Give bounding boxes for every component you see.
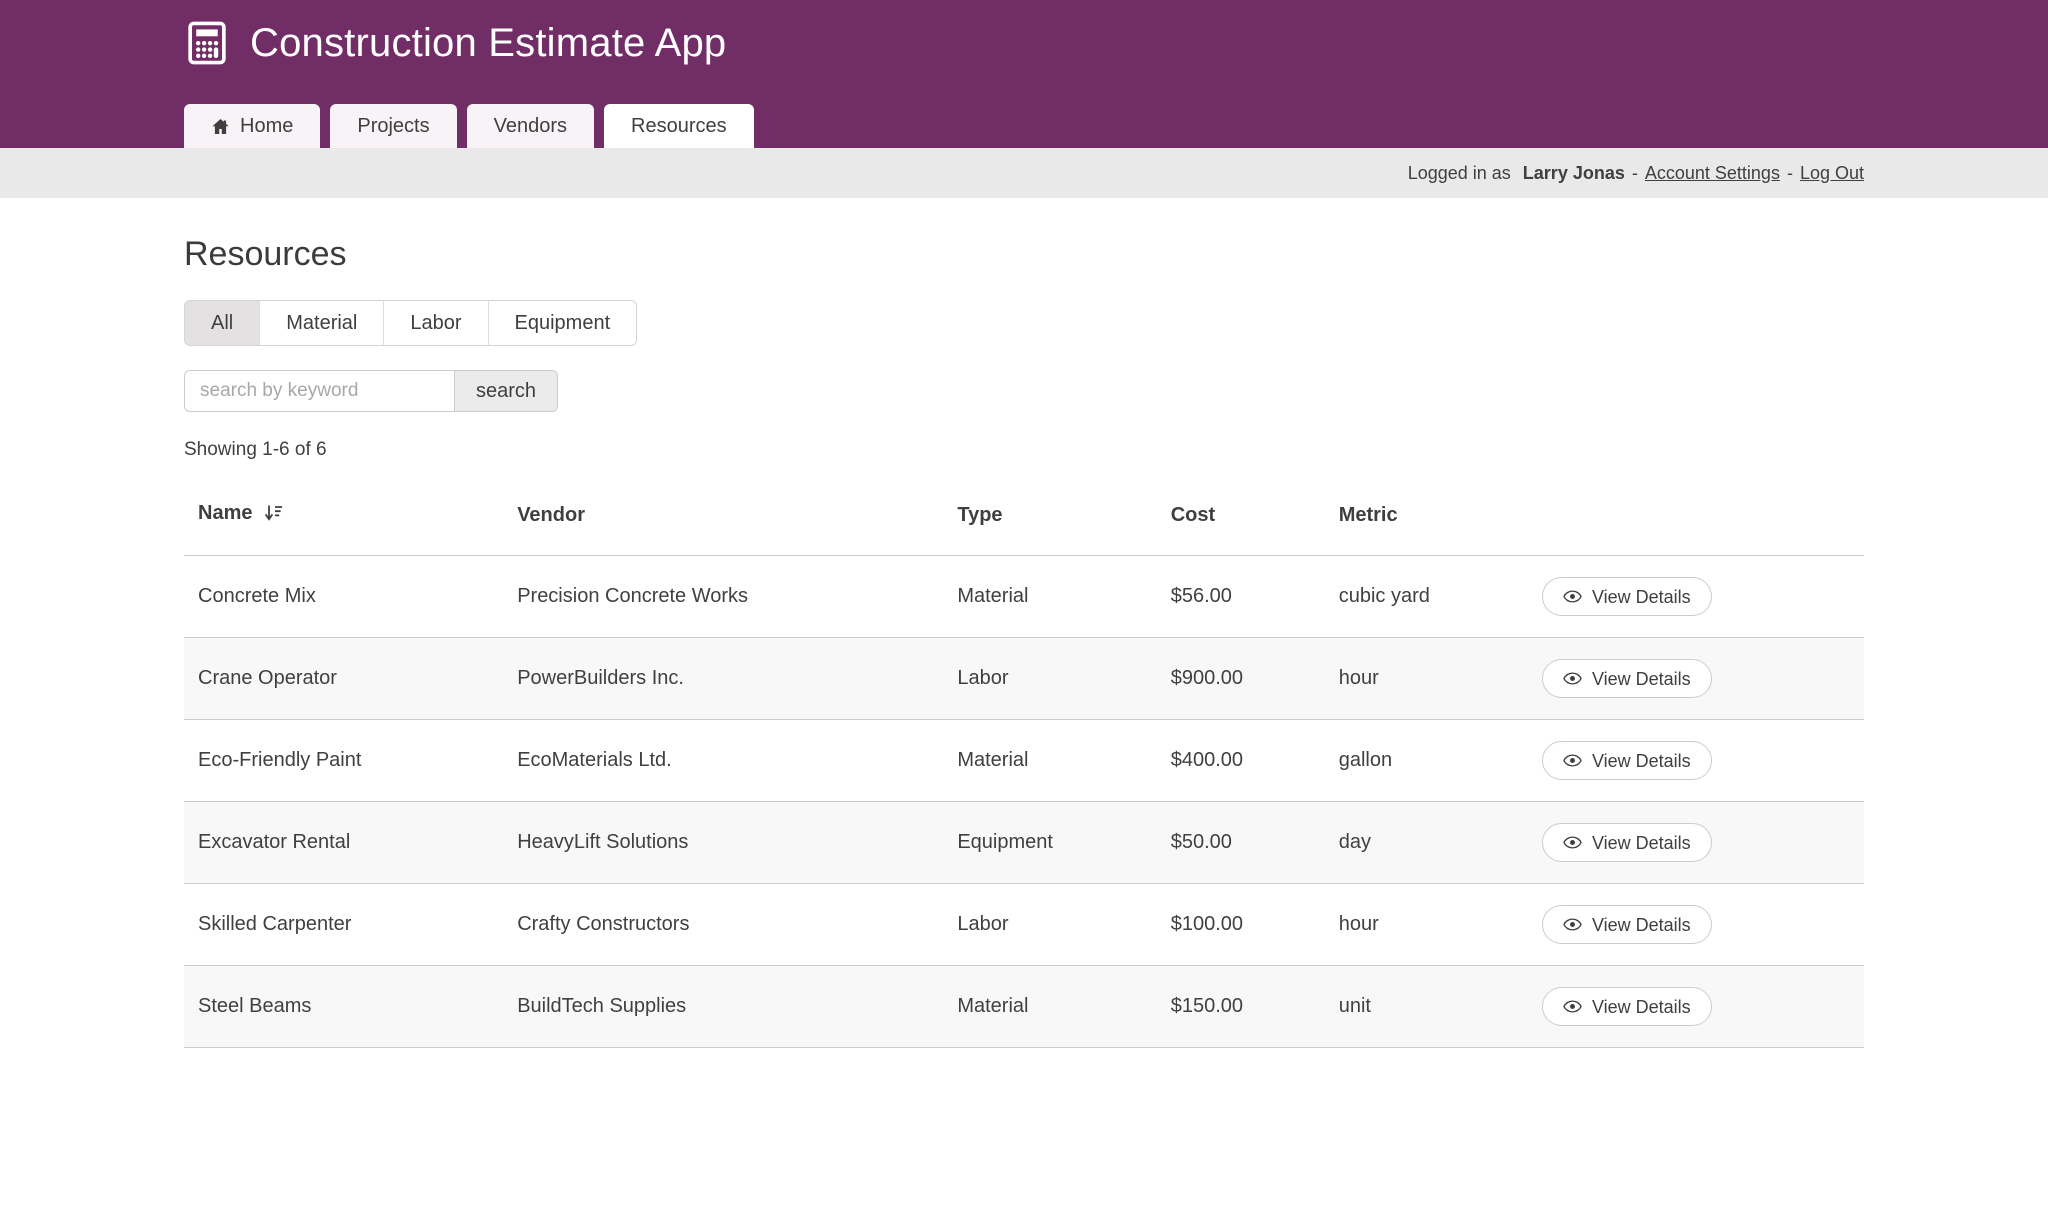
resource-name: Concrete Mix [184,555,504,638]
tab-vendors[interactable]: Vendors [466,104,594,148]
filter-labor[interactable]: Labor [384,301,489,345]
resource-name: Eco-Friendly Paint [184,719,504,802]
resource-cost: $100.00 [1156,883,1325,966]
logout-link[interactable]: Log Out [1799,162,1864,183]
resource-actions: View Details [1527,801,1864,884]
view-details-label: View Details [1591,996,1691,1017]
tab-label: Home [240,115,294,137]
tab-resources[interactable]: Resources [604,104,754,148]
resource-vendor: PowerBuilders Inc. [503,637,944,720]
filter-all[interactable]: All [185,301,261,345]
resource-actions: View Details [1527,965,1864,1048]
tab-projects[interactable]: Projects [330,104,457,148]
account-settings-link[interactable]: Account Settings [1644,162,1780,183]
column-header-type[interactable]: Type [943,482,1157,556]
search-input[interactable] [184,370,454,412]
view-details-label: View Details [1591,668,1691,689]
main-content: Resources All Material Labor Equipment s… [184,235,1864,1048]
table-row: Crane Operator PowerBuilders Inc. Labor … [184,637,1864,720]
filter-equipment[interactable]: Equipment [488,301,637,345]
separator: - [1786,162,1793,183]
resource-name: Steel Beams [184,965,504,1048]
view-details-button[interactable]: View Details [1541,741,1712,780]
resource-cost: $900.00 [1156,637,1325,720]
resource-type: Material [943,555,1157,638]
resource-metric: hour [1324,883,1528,966]
separator: - [1631,162,1638,183]
eye-icon [1563,915,1582,934]
eye-icon [1563,997,1582,1016]
sort-descending-icon [263,505,283,528]
resource-vendor: BuildTech Supplies [503,965,944,1048]
table-row: Skilled Carpenter Crafty Constructors La… [184,883,1864,966]
table-header-row: Name Vendor Type Cost Metric [184,482,1864,556]
table-row: Steel Beams BuildTech Supplies Material … [184,965,1864,1048]
view-details-label: View Details [1591,586,1691,607]
resource-vendor: Precision Concrete Works [503,555,944,638]
table-row: Eco-Friendly Paint EcoMaterials Ltd. Mat… [184,719,1864,802]
view-details-label: View Details [1591,832,1691,853]
resource-name: Skilled Carpenter [184,883,504,966]
eye-icon [1563,669,1582,688]
results-count: Showing 1-6 of 6 [184,439,327,460]
view-details-button[interactable]: View Details [1541,823,1712,862]
page-title: Resources [184,235,347,273]
resource-type: Material [943,965,1157,1048]
table-row: Excavator Rental HeavyLift Solutions Equ… [184,801,1864,884]
view-details-label: View Details [1591,914,1691,935]
resources-table: Name Vendor Type Cost Metric Conc [184,482,1864,1048]
app-title: Construction Estimate App [250,20,727,65]
column-header-actions [1527,482,1864,556]
username: Larry Jonas [1522,162,1625,183]
resource-metric: unit [1324,965,1528,1048]
tab-home[interactable]: Home [184,104,321,148]
calculator-icon [184,20,230,66]
resource-metric: cubic yard [1324,555,1528,638]
view-details-button[interactable]: View Details [1541,987,1712,1026]
column-header-cost[interactable]: Cost [1156,482,1325,556]
view-details-button[interactable]: View Details [1541,905,1712,944]
eye-icon [1563,833,1582,852]
resource-cost: $50.00 [1156,801,1325,884]
user-bar: Logged in as Larry Jonas - Account Setti… [0,148,2048,198]
column-header-metric[interactable]: Metric [1324,482,1528,556]
resource-type: Labor [943,883,1157,966]
resource-type: Labor [943,637,1157,720]
resource-metric: hour [1324,637,1528,720]
resource-type: Material [943,719,1157,802]
filter-material[interactable]: Material [260,301,385,345]
resource-name: Crane Operator [184,637,504,720]
column-header-name[interactable]: Name [184,482,504,556]
resource-vendor: HeavyLift Solutions [503,801,944,884]
search-row: search [184,370,1864,412]
resource-metric: day [1324,801,1528,884]
view-details-label: View Details [1591,750,1691,771]
resource-actions: View Details [1527,883,1864,966]
resource-vendor: Crafty Constructors [503,883,944,966]
view-details-button[interactable]: View Details [1541,659,1712,698]
resource-actions: View Details [1527,637,1864,720]
app-header: Construction Estimate App Home Projects … [0,0,2048,148]
view-details-button[interactable]: View Details [1541,577,1712,616]
column-header-vendor[interactable]: Vendor [503,482,944,556]
resource-vendor: EcoMaterials Ltd. [503,719,944,802]
type-filter-group: All Material Labor Equipment [184,300,638,346]
logged-in-text: Logged in as [1407,162,1516,183]
resource-actions: View Details [1527,719,1864,802]
home-icon [211,117,230,136]
brand: Construction Estimate App [184,20,1864,66]
resource-actions: View Details [1527,555,1864,638]
table-row: Concrete Mix Precision Concrete Works Ma… [184,555,1864,638]
resource-cost: $400.00 [1156,719,1325,802]
eye-icon [1563,587,1582,606]
eye-icon [1563,751,1582,770]
search-button[interactable]: search [454,370,559,412]
main-nav: Home Projects Vendors Resources [184,104,1864,148]
resource-cost: $56.00 [1156,555,1325,638]
resource-cost: $150.00 [1156,965,1325,1048]
column-label: Name [198,502,253,524]
resource-name: Excavator Rental [184,801,504,884]
resource-type: Equipment [943,801,1157,884]
resource-metric: gallon [1324,719,1528,802]
